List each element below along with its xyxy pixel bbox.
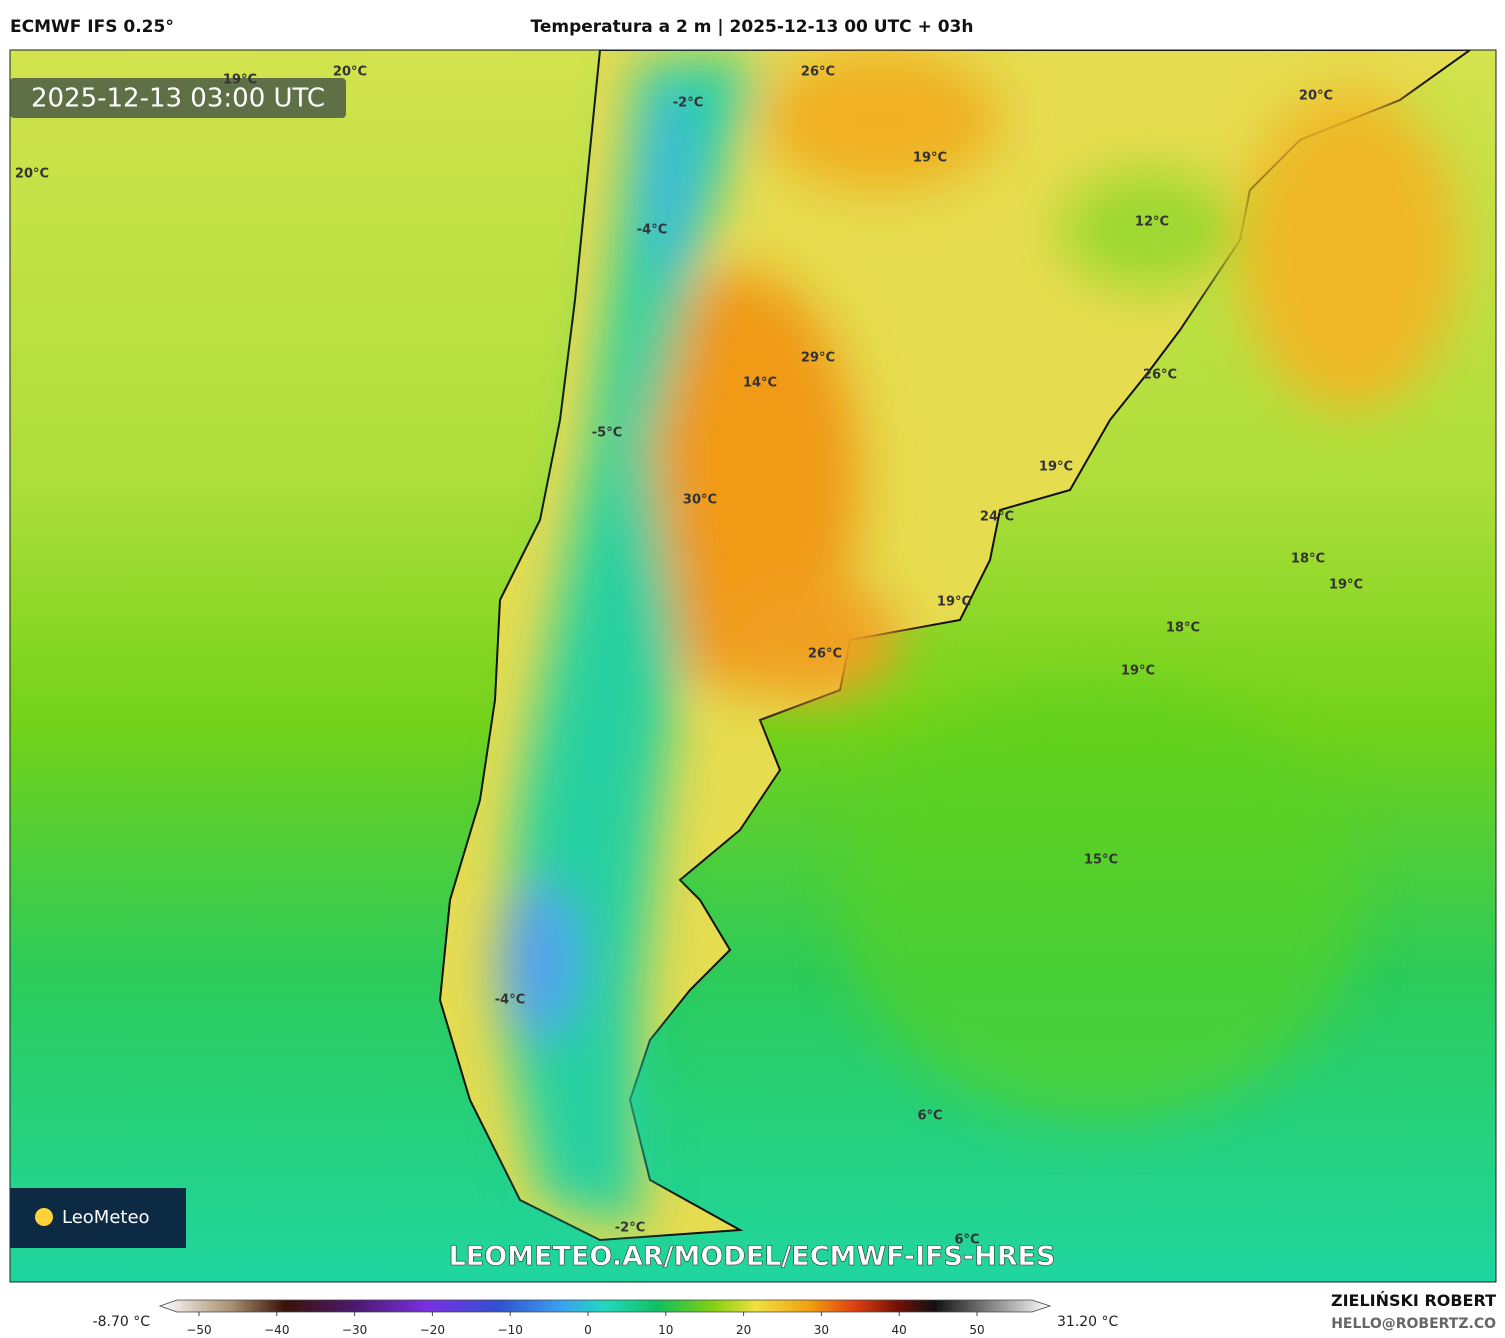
temperature-field	[500, 50, 1460, 1230]
temperature-label: -2°C	[615, 1221, 645, 1236]
model-name: ECMWF IFS 0.25°	[10, 17, 174, 37]
map-labels: 19°C 20°C -2°C 26°C 20°C 20°C 19°C 12°C -4°C 29°C…	[15, 65, 1363, 1248]
temperature-label: 20°C	[15, 167, 49, 182]
temperature-label: 19°C	[1039, 460, 1073, 475]
temperature-label: 19°C	[913, 151, 947, 166]
temperature-label: 29°C	[801, 351, 835, 366]
map	[10, 50, 1496, 1282]
colorbar-tick-label: −20	[420, 1323, 445, 1337]
watermark: LEOMETEO.AR/MODEL/ECMWF-IFS-HRES	[449, 1241, 1056, 1272]
timestamp-box	[10, 78, 346, 118]
temperature-label: 12°C	[1135, 215, 1169, 230]
temperature-label: 18°C	[1166, 621, 1200, 636]
colorbar-max: 31.20 °C	[1057, 1314, 1119, 1330]
map-frame	[9, 49, 1497, 1283]
colorbar-tick-label: −50	[186, 1323, 211, 1337]
temperature-label: -2°C	[673, 96, 703, 111]
colorbar-tick-label: 40	[892, 1323, 907, 1337]
colorbar-tick-label: 20	[736, 1323, 751, 1337]
email: HELLO@ROBERTZ.CO	[1331, 1316, 1496, 1332]
temperature-label: 19°C	[1121, 664, 1155, 679]
colorbar-ticks: −50 −40 −30 −20 −10 0 10 20 30 40 50	[186, 1312, 985, 1337]
temperature-label: 26°C	[801, 65, 835, 80]
temperature-label: 6°C	[954, 1233, 979, 1248]
temperature-label: 20°C	[333, 65, 367, 80]
timestamp: 2025-12-13 03:00 UTC	[31, 84, 325, 114]
temperature-label: 6°C	[917, 1109, 942, 1124]
temperature-label: -5°C	[592, 426, 622, 441]
colorbar-tick-label: 0	[584, 1323, 592, 1337]
temperature-label: 19°C	[1329, 578, 1363, 593]
temperature-label: 19°C	[937, 595, 971, 610]
temperature-label: 20°C	[1299, 89, 1333, 104]
colorbar-tick-label: −40	[264, 1323, 289, 1337]
map-title: Temperatura a 2 m | 2025-12-13 00 UTC + …	[531, 17, 974, 37]
colorbar-min: -8.70 °C	[93, 1314, 151, 1330]
temperature-label: 18°C	[1291, 552, 1325, 567]
colorbar-tick-label: 50	[969, 1323, 984, 1337]
colorbar-tick-label: −10	[498, 1323, 523, 1337]
temperature-label: 24°C	[980, 510, 1014, 525]
temperature-label: 26°C	[1143, 368, 1177, 383]
colorbar-tick-label: 10	[658, 1323, 673, 1337]
author: ZIELIŃSKI ROBERT	[1331, 1291, 1496, 1310]
temperature-label: -4°C	[495, 993, 525, 1008]
colorbar-tick-label: −30	[342, 1323, 367, 1337]
temperature-label: 15°C	[1084, 853, 1118, 868]
colorbar	[158, 1299, 1052, 1313]
temperature-label: -4°C	[637, 223, 667, 238]
logo: LeoMeteo	[62, 1207, 150, 1228]
logo-sun	[35, 1208, 53, 1226]
colorbar-tick-label: 30	[814, 1323, 829, 1337]
temperature-label: 19°C	[223, 73, 257, 88]
temperature-label: 26°C	[808, 647, 842, 662]
temperature-label: 14°C	[743, 376, 777, 391]
temperature-label: 30°C	[683, 493, 717, 508]
